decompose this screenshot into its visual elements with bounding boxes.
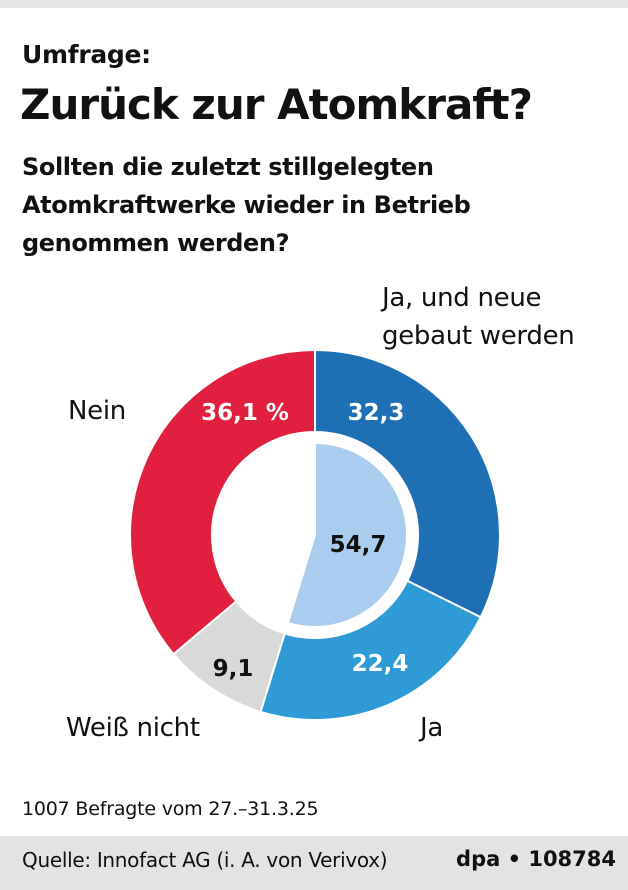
donut-chart: 32,3 22,4 9,1 36,1 % 54,7 bbox=[129, 348, 501, 721]
data-label-ja-neu: 32,3 bbox=[348, 400, 405, 426]
source-text: Quelle: Innofact AG (i. A. von Verivox) bbox=[22, 848, 388, 872]
kicker: Umfrage: bbox=[22, 40, 151, 69]
legend-label-ja-neu-line1: Ja, und neue bbox=[382, 283, 542, 313]
data-label-ja-gesamt: 54,7 bbox=[330, 532, 387, 558]
survey-question: Sollten die zuletzt stillgelegten Atomkr… bbox=[22, 148, 582, 262]
question-line-1: Sollten die zuletzt stillgelegten bbox=[22, 153, 434, 181]
data-label-ja: 22,4 bbox=[352, 651, 409, 677]
value-labels: 32,3 22,4 9,1 36,1 % 54,7 bbox=[201, 400, 408, 682]
legend-label-ja: Ja bbox=[420, 713, 444, 743]
slice-ja-gesamt bbox=[286, 441, 408, 628]
question-line-2: Atomkraftwerke wieder in Betrieb bbox=[22, 191, 471, 219]
outer-ring bbox=[129, 348, 501, 721]
data-label-nein: 36,1 % bbox=[201, 400, 289, 426]
page-title: Zurück zur Atomkraft? bbox=[20, 80, 533, 129]
legend-label-nein: Nein bbox=[68, 396, 126, 426]
slice-nein bbox=[129, 348, 316, 656]
data-label-weiss-nicht: 9,1 bbox=[213, 656, 254, 682]
inner-ring bbox=[286, 441, 408, 628]
legend-label-weiss-nicht: Weiß nicht bbox=[66, 713, 200, 743]
question-line-3: genommen werden? bbox=[22, 229, 290, 257]
legend-label-ja-neu-line2: gebaut werden bbox=[382, 321, 575, 351]
top-strip bbox=[0, 0, 628, 8]
slice-ja-neu bbox=[314, 348, 501, 619]
footer-bar: Quelle: Innofact AG (i. A. von Verivox) … bbox=[0, 836, 628, 890]
slice-ja bbox=[259, 579, 483, 721]
sample-info: 1007 Befragte vom 27.–31.3.25 bbox=[22, 798, 319, 820]
agency-credit: dpa • 108784 bbox=[456, 847, 616, 871]
